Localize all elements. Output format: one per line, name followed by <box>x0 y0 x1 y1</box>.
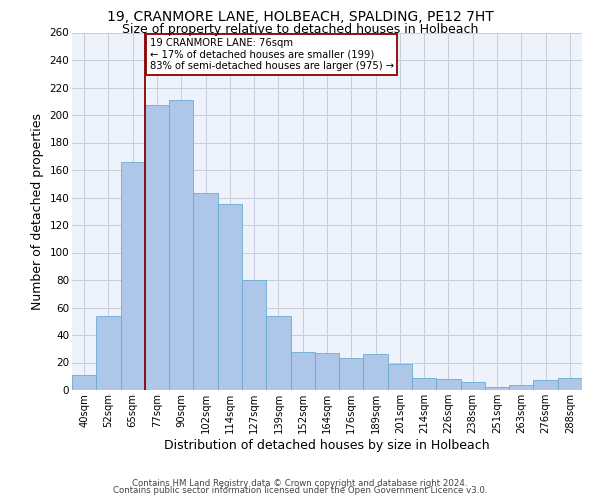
Bar <box>315 353 339 390</box>
Bar <box>169 100 193 390</box>
X-axis label: Distribution of detached houses by size in Holbeach: Distribution of detached houses by size … <box>164 438 490 452</box>
Text: Contains public sector information licensed under the Open Government Licence v3: Contains public sector information licen… <box>113 486 487 495</box>
Bar <box>558 378 582 390</box>
Bar <box>193 194 218 390</box>
Bar <box>290 352 315 390</box>
Bar <box>509 384 533 390</box>
Bar <box>436 379 461 390</box>
Bar <box>388 364 412 390</box>
Text: 19 CRANMORE LANE: 76sqm
← 17% of detached houses are smaller (199)
83% of semi-d: 19 CRANMORE LANE: 76sqm ← 17% of detache… <box>150 38 394 71</box>
Bar <box>412 378 436 390</box>
Bar <box>533 380 558 390</box>
Bar <box>461 382 485 390</box>
Bar <box>96 316 121 390</box>
Bar <box>364 354 388 390</box>
Text: Size of property relative to detached houses in Holbeach: Size of property relative to detached ho… <box>122 22 478 36</box>
Bar <box>339 358 364 390</box>
Y-axis label: Number of detached properties: Number of detached properties <box>31 113 44 310</box>
Bar <box>266 316 290 390</box>
Bar <box>242 280 266 390</box>
Bar <box>145 106 169 390</box>
Bar <box>72 375 96 390</box>
Bar <box>485 387 509 390</box>
Bar <box>121 162 145 390</box>
Text: Contains HM Land Registry data © Crown copyright and database right 2024.: Contains HM Land Registry data © Crown c… <box>132 478 468 488</box>
Bar <box>218 204 242 390</box>
Text: 19, CRANMORE LANE, HOLBEACH, SPALDING, PE12 7HT: 19, CRANMORE LANE, HOLBEACH, SPALDING, P… <box>107 10 493 24</box>
